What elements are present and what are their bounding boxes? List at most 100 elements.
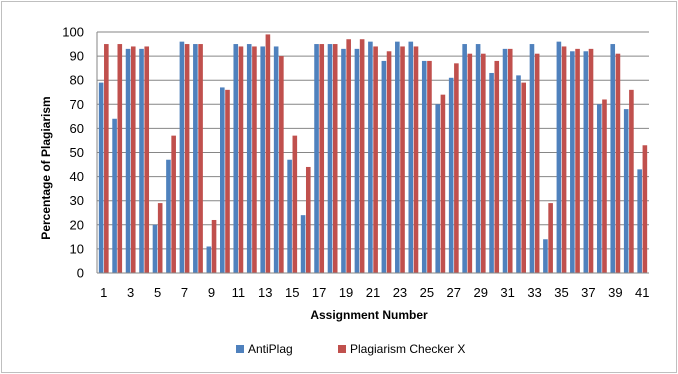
bar-antiplag-6 xyxy=(166,159,171,273)
x-tick-label: 31 xyxy=(500,285,514,300)
bar-antiplag-22 xyxy=(381,60,387,273)
x-tick-label: 35 xyxy=(554,285,568,300)
bar-plagiarism-checker-x-21 xyxy=(373,46,378,274)
x-tick-label: 15 xyxy=(285,285,299,300)
x-tick-label: 23 xyxy=(393,285,407,300)
x-tick-labels: 1 3 5 7 9 11 13 15 17 19 21 23 25 27 29 31 33 35 37 39 41 xyxy=(100,285,649,300)
bar-plagiarism-checker-x-5 xyxy=(157,203,163,273)
x-axis-title: Assignment Number xyxy=(310,308,428,322)
bar-plagiarism-checker-x-6 xyxy=(171,135,176,273)
bar-plagiarism-checker-x-26 xyxy=(440,94,446,273)
bar-antiplag-9 xyxy=(206,246,212,273)
bar-antiplag-13 xyxy=(260,46,265,274)
y-tick-label: 20 xyxy=(70,217,84,232)
bar-antiplag-37 xyxy=(583,51,589,273)
x-tick-label: 33 xyxy=(527,285,541,300)
bar-plagiarism-checker-x-40 xyxy=(629,89,634,273)
legend: AntiPlag Plagiarism Checker X xyxy=(236,342,465,356)
bar-antiplag-8 xyxy=(193,44,198,273)
y-tick-label: 70 xyxy=(70,97,84,112)
y-tick-label: 90 xyxy=(70,49,84,64)
bars xyxy=(98,34,648,274)
y-tick-labels: 0 10 20 30 40 50 60 70 80 90 100 xyxy=(62,25,84,281)
bar-antiplag-20 xyxy=(354,48,360,274)
x-tick-label: 39 xyxy=(608,285,622,300)
bar-antiplag-11 xyxy=(233,44,239,273)
x-tick-label: 13 xyxy=(258,285,272,300)
bar-plagiarism-checker-x-38 xyxy=(602,99,607,273)
bar-antiplag-4 xyxy=(139,48,144,274)
bar-antiplag-1 xyxy=(98,82,104,273)
x-tick-label: 27 xyxy=(447,285,461,300)
bar-plagiarism-checker-x-41 xyxy=(642,145,648,273)
bar-plagiarism-checker-x-25 xyxy=(427,60,432,273)
bar-plagiarism-checker-x-37 xyxy=(588,48,594,274)
bar-antiplag-38 xyxy=(596,104,602,273)
y-tick-label: 100 xyxy=(62,25,84,40)
legend-swatch-antiplag xyxy=(236,345,244,353)
x-tick-label: 1 xyxy=(100,285,107,300)
bar-antiplag-5 xyxy=(152,224,158,273)
bar-antiplag-27 xyxy=(448,77,454,273)
bar-antiplag-28 xyxy=(462,44,467,273)
bar-plagiarism-checker-x-34 xyxy=(548,203,553,273)
bar-antiplag-35 xyxy=(556,41,562,273)
bar-antiplag-29 xyxy=(475,44,481,273)
bar-antiplag-34 xyxy=(543,239,548,273)
legend-label-plagiarism-checker-x: Plagiarism Checker X xyxy=(350,342,465,356)
x-tick-label: 21 xyxy=(366,285,380,300)
legend-swatch-plagiarism-checker-x xyxy=(338,345,346,353)
bar-antiplag-25 xyxy=(421,60,427,273)
x-tick-label: 5 xyxy=(154,285,161,300)
bar-antiplag-32 xyxy=(516,75,521,273)
y-tick-label: 50 xyxy=(70,145,84,160)
bar-antiplag-19 xyxy=(341,48,346,274)
bar-plagiarism-checker-x-36 xyxy=(575,48,580,274)
bar-plagiarism-checker-x-31 xyxy=(507,48,513,274)
bar-plagiarism-checker-x-11 xyxy=(238,46,244,274)
bar-antiplag-17 xyxy=(314,44,319,273)
bar-plagiarism-checker-x-32 xyxy=(521,82,526,273)
y-tick-label: 30 xyxy=(70,193,84,208)
bar-antiplag-31 xyxy=(502,48,508,274)
x-tick-label: 29 xyxy=(473,285,487,300)
bar-antiplag-41 xyxy=(637,169,642,273)
bar-plagiarism-checker-x-35 xyxy=(561,46,567,274)
bar-plagiarism-checker-x-16 xyxy=(305,166,311,273)
y-tick-label: 80 xyxy=(70,73,84,88)
bar-plagiarism-checker-x-30 xyxy=(494,60,500,273)
bar-antiplag-2 xyxy=(112,118,117,273)
y-axis-title: Percentage of Plagiarism xyxy=(39,96,53,239)
x-tick-label: 9 xyxy=(208,285,215,300)
bar-antiplag-24 xyxy=(408,41,414,273)
bar-antiplag-21 xyxy=(368,41,373,273)
bar-plagiarism-checker-x-17 xyxy=(319,44,325,273)
bar-antiplag-18 xyxy=(327,44,333,273)
x-tick-label: 41 xyxy=(635,285,649,300)
x-tick-label: 7 xyxy=(181,285,188,300)
bar-antiplag-10 xyxy=(220,87,225,274)
bar-plagiarism-checker-x-4 xyxy=(144,46,150,274)
bar-plagiarism-checker-x-27 xyxy=(454,63,459,273)
x-tick-label: 11 xyxy=(232,285,246,300)
x-tick-label: 17 xyxy=(312,285,326,300)
y-tick-label: 0 xyxy=(77,266,84,281)
bar-antiplag-3 xyxy=(125,48,131,274)
bar-antiplag-7 xyxy=(179,41,185,273)
bar-antiplag-39 xyxy=(610,44,616,273)
bar-antiplag-14 xyxy=(273,46,279,274)
y-tick-label: 10 xyxy=(70,241,84,256)
legend-label-antiplag: AntiPlag xyxy=(248,342,293,356)
bar-antiplag-33 xyxy=(529,44,535,273)
bar-plagiarism-checker-x-33 xyxy=(534,53,540,273)
bar-antiplag-23 xyxy=(395,41,400,273)
bar-plagiarism-checker-x-19 xyxy=(346,39,351,274)
bar-plagiarism-checker-x-3 xyxy=(130,46,136,274)
bar-antiplag-16 xyxy=(300,215,306,273)
bar-plagiarism-checker-x-23 xyxy=(400,46,405,274)
bar-antiplag-26 xyxy=(435,104,441,273)
bar-plagiarism-checker-x-29 xyxy=(481,53,486,273)
bar-antiplag-40 xyxy=(623,109,629,274)
bar-plagiarism-checker-x-7 xyxy=(184,44,190,273)
